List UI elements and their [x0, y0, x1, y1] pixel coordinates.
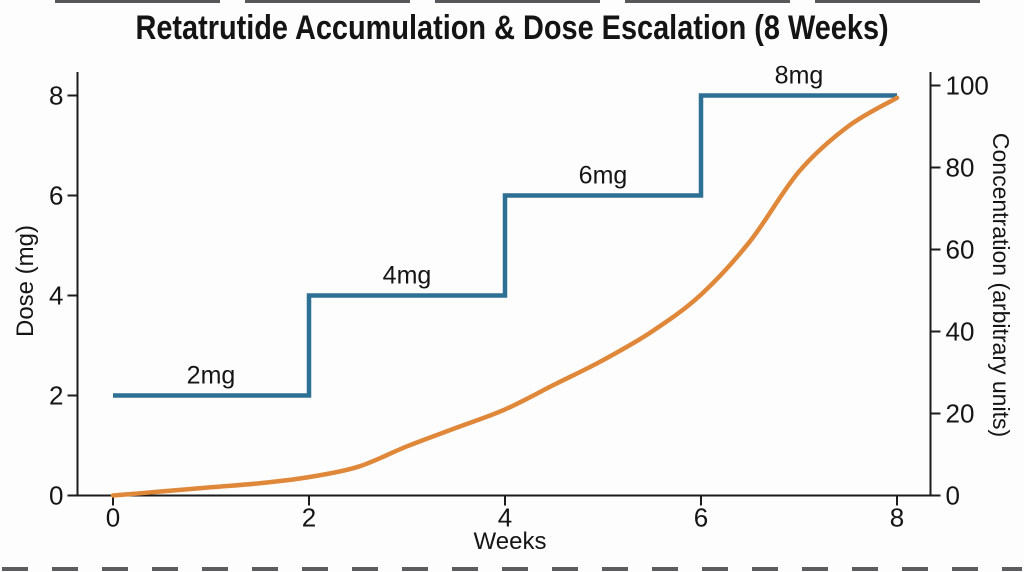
y-right-tick-label: 40: [946, 317, 975, 347]
dose-annotation-4mg: 4mg: [383, 262, 432, 290]
dose-step-line: [113, 93, 897, 398]
y-right-tick-label: 100: [946, 71, 989, 101]
y-left-tick-label: 2: [49, 381, 63, 411]
y-right-tick-label: 0: [946, 481, 960, 511]
x-tick-label: 2: [302, 503, 316, 533]
x-axis-label: Weeks: [474, 528, 547, 555]
concentration-curve: [110, 95, 900, 498]
y-right-tick-label: 80: [946, 153, 975, 183]
dose-annotation-2mg: 2mg: [187, 362, 236, 390]
y-left-tick-label: 4: [49, 281, 63, 311]
dose-annotation-8mg: 8mg: [775, 62, 824, 90]
y-left-axis-label: Dose (mg): [12, 225, 39, 337]
dose-annotation-6mg: 6mg: [579, 162, 628, 190]
y-right-axis-label: Concentration (arbitrary units): [988, 133, 1014, 437]
x-tick-label: 4: [498, 503, 512, 533]
y-left-tick-label: 0: [49, 481, 63, 511]
chart-title: Retatrutide Accumulation & Dose Escalati…: [0, 8, 1024, 48]
y-left-tick-label: 8: [49, 81, 63, 111]
y-left-tick-label: 6: [49, 181, 63, 211]
y-right-tick-label: 60: [946, 235, 975, 265]
x-tick-label: 8: [890, 503, 904, 533]
y-right-tick-label: 20: [946, 399, 975, 429]
chart-title-text: Retatrutide Accumulation & Dose Escalati…: [135, 9, 889, 47]
x-tick-label: 6: [694, 503, 708, 533]
x-tick-label: 0: [106, 503, 120, 533]
